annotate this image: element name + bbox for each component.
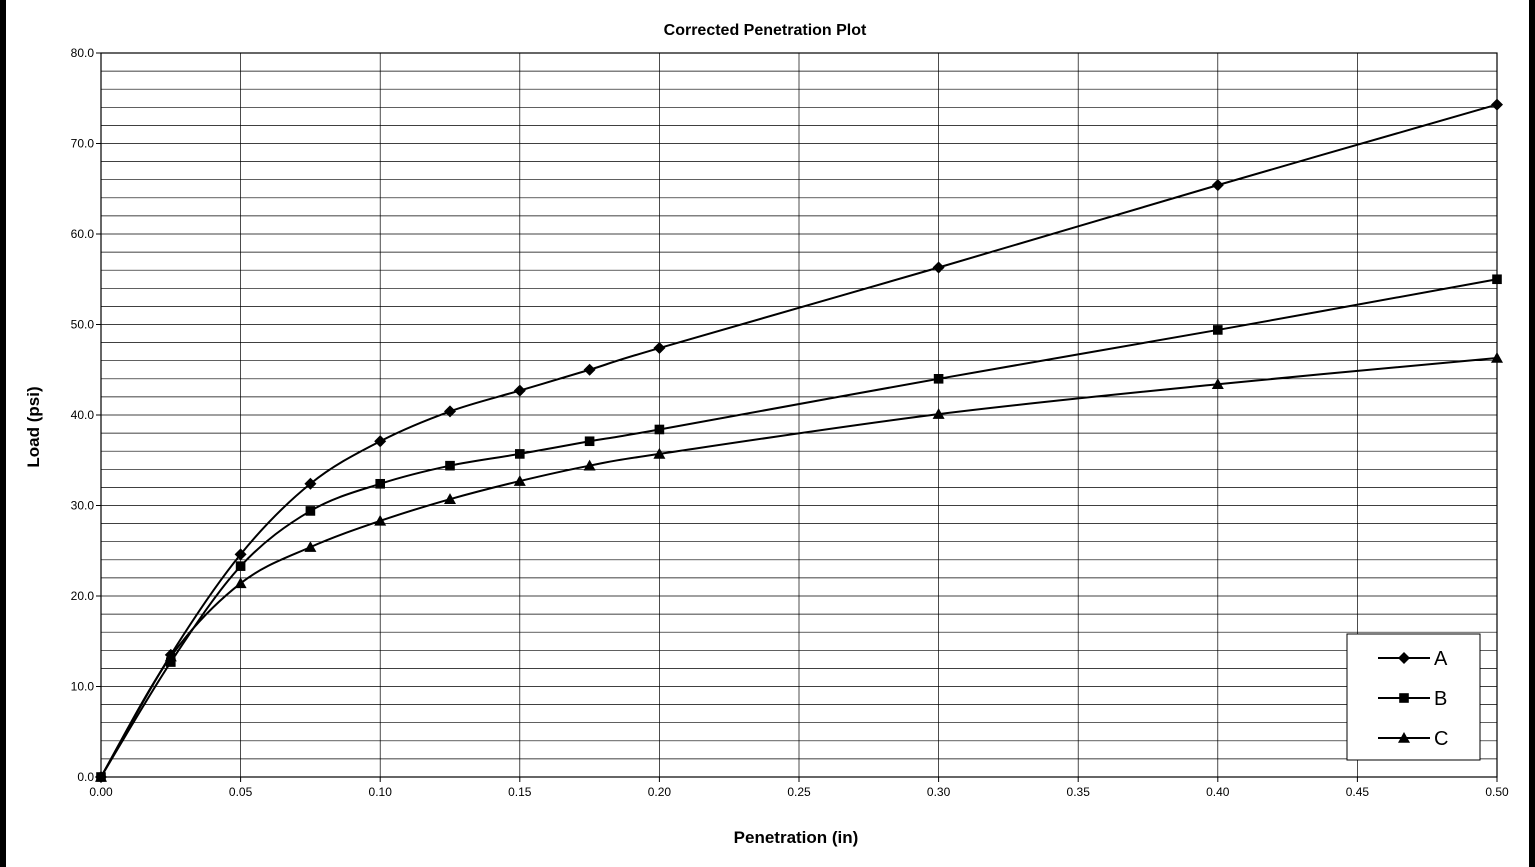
data-point <box>374 435 387 448</box>
chart-title: Corrected Penetration Plot <box>664 22 867 39</box>
y-tick-label: 80.0 <box>71 46 95 60</box>
data-point <box>375 478 385 489</box>
x-tick-label: 0.50 <box>1485 785 1509 799</box>
data-point <box>445 460 455 471</box>
data-point <box>234 577 247 589</box>
x-tick-label: 0.10 <box>369 785 393 799</box>
x-tick-label: 0.30 <box>927 785 951 799</box>
legend-label: A <box>1434 648 1448 670</box>
data-point <box>932 408 945 419</box>
data-point <box>374 514 387 526</box>
x-tick-label: 0.25 <box>787 785 811 799</box>
data-point <box>444 493 456 504</box>
x-tick-label: 0.35 <box>1067 785 1091 799</box>
legend-label: B <box>1434 688 1447 710</box>
y-tick-label: 20.0 <box>71 589 95 603</box>
legend-item: A <box>1378 648 1448 670</box>
legend: ABC <box>1346 633 1481 761</box>
y-tick-label: 30.0 <box>71 499 95 513</box>
data-point <box>653 342 666 355</box>
data-point <box>166 657 176 667</box>
x-axis-title: Penetration (in) <box>734 828 859 847</box>
x-axis-ticks: 0.00 0.05 0.10 0.15 0.20 0.25 0.30 0.35 0.40 0.45… <box>89 777 1509 799</box>
data-point <box>164 650 177 662</box>
legend-marker <box>1398 732 1410 743</box>
legend-marker <box>1399 693 1409 703</box>
data-point <box>513 384 526 397</box>
y-tick-label: 0.0 <box>77 770 94 784</box>
y-tick-label: 10.0 <box>71 680 95 694</box>
data-point <box>654 424 665 435</box>
data-point <box>933 374 944 384</box>
data-point <box>305 506 316 516</box>
legend-label: C <box>1434 728 1448 750</box>
data-point <box>235 561 246 571</box>
data-point <box>1211 378 1224 390</box>
data-point <box>513 475 526 486</box>
y-tick-label: 50.0 <box>71 318 95 332</box>
data-point <box>1491 351 1503 363</box>
data-point <box>1491 98 1503 111</box>
data-point <box>583 363 596 376</box>
grid <box>101 53 1497 777</box>
series-B <box>96 274 1502 782</box>
chart-frame: Corrected Penetration Plot 0.0 10.0 20.0 30… <box>6 0 1529 867</box>
data-point <box>304 477 317 490</box>
penetration-chart: Corrected Penetration Plot 0.0 10.0 20.0 30… <box>24 22 1509 847</box>
data-point <box>444 405 456 418</box>
data-point <box>304 541 317 552</box>
data-point <box>1211 179 1224 192</box>
legend-marker <box>1398 652 1410 664</box>
series-group <box>95 98 1503 783</box>
x-tick-label: 0.15 <box>508 785 532 799</box>
x-tick-label: 0.20 <box>648 785 672 799</box>
series-line <box>100 103 1498 778</box>
x-tick-label: 0.40 <box>1206 785 1230 799</box>
data-point <box>234 548 247 561</box>
data-point <box>653 447 666 459</box>
data-point <box>1492 274 1502 285</box>
y-tick-label: 70.0 <box>71 137 95 151</box>
data-point <box>584 436 595 447</box>
data-point <box>583 459 596 471</box>
y-tick-label: 60.0 <box>71 227 95 241</box>
data-point <box>515 449 525 459</box>
series-C <box>95 351 1503 782</box>
x-tick-label: 0.00 <box>89 785 113 799</box>
y-tick-label: 40.0 <box>71 408 95 422</box>
x-tick-label: 0.05 <box>229 785 253 799</box>
data-point <box>95 771 107 782</box>
y-axis-ticks: 0.0 10.0 20.0 30.0 40.0 50.0 60.0 70.0 80.0 <box>71 46 101 784</box>
x-tick-label: 0.45 <box>1346 785 1370 799</box>
legend-item: B <box>1378 688 1447 710</box>
data-point <box>932 261 945 274</box>
data-point <box>1213 325 1223 335</box>
legend-item: C <box>1378 728 1448 750</box>
series-A <box>95 98 1503 783</box>
y-axis-title: Load (psi) <box>24 386 43 467</box>
